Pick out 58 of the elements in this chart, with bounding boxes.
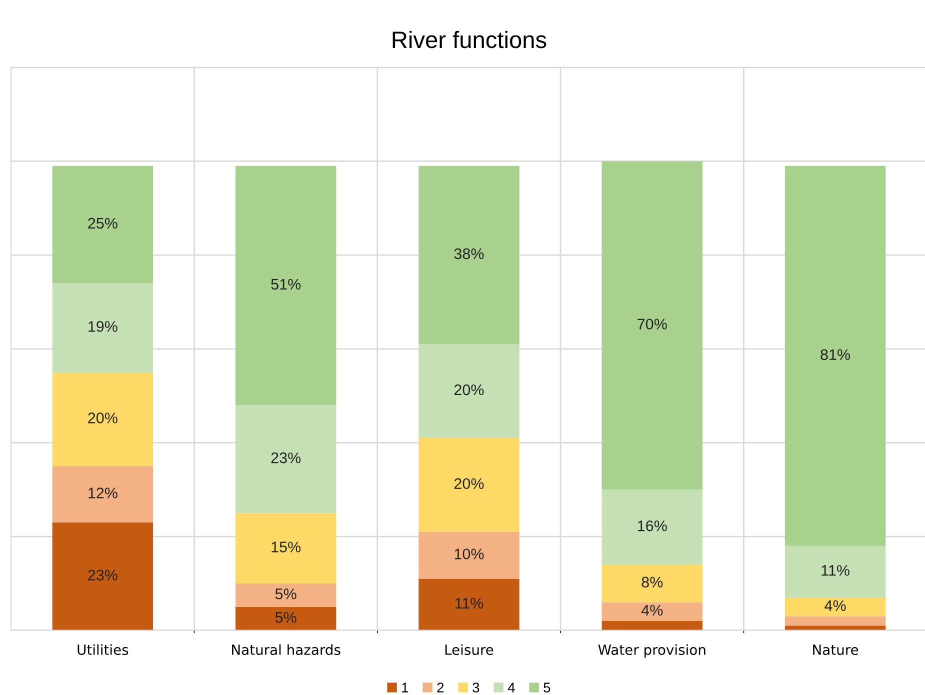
bar [52, 466, 154, 522]
data-label: 10% [454, 548, 484, 560]
data-label: 16% [638, 520, 667, 532]
data-label: 4% [824, 600, 846, 611]
bar [235, 513, 336, 584]
bar [418, 532, 520, 579]
x-tick-label: Water provision [598, 644, 706, 658]
x-tick-label: Natural hazards [232, 644, 340, 656]
bar [602, 620, 702, 630]
data-label: 5% [275, 612, 296, 623]
bar [52, 166, 154, 284]
data-label: 81% [820, 349, 850, 360]
data-label: 23% [271, 452, 301, 464]
data-label: 38% [454, 248, 484, 260]
bar [784, 166, 886, 546]
bar [784, 598, 886, 616]
bar [52, 283, 154, 372]
bar [418, 578, 520, 630]
data-label: 70% [638, 318, 667, 330]
data-label: 4% [641, 604, 663, 616]
data-label: 20% [454, 384, 484, 396]
data-label: 19% [88, 321, 118, 332]
bar [418, 166, 520, 344]
bar [235, 166, 336, 406]
x-tick-label: Nature [813, 644, 858, 656]
legend-label: 5 [544, 682, 550, 692]
data-label: 25% [88, 218, 118, 229]
bar [418, 344, 520, 438]
data-label: 5% [275, 588, 296, 600]
data-label: 51% [271, 278, 301, 290]
x-tick-label: Utilities [78, 644, 128, 656]
legend-label: 1 [402, 682, 408, 692]
data-label: 11% [822, 565, 850, 576]
legend-label: 2 [437, 682, 444, 692]
bar [52, 522, 154, 630]
x-tick-label: Leisure [445, 644, 494, 656]
bar [784, 626, 886, 630]
bar [418, 438, 520, 532]
data-label: 12% [88, 488, 118, 498]
bar [602, 490, 702, 565]
data-label: 15% [272, 542, 301, 552]
data-label: 11% [455, 598, 484, 609]
chart-title: River functions [392, 30, 546, 48]
bar [235, 583, 336, 607]
bar [784, 546, 886, 598]
bar [52, 372, 154, 466]
bar [602, 602, 702, 621]
legend-label: 4 [508, 682, 515, 692]
data-label: 8% [642, 576, 663, 588]
data-label: 20% [454, 478, 484, 490]
bar [602, 161, 702, 490]
data-label: 20% [88, 412, 118, 424]
data-label: 23% [88, 570, 118, 581]
legend-label: 3 [472, 682, 480, 692]
bar [784, 616, 886, 626]
bar [235, 405, 336, 514]
bar [235, 606, 336, 630]
bar [602, 564, 702, 602]
